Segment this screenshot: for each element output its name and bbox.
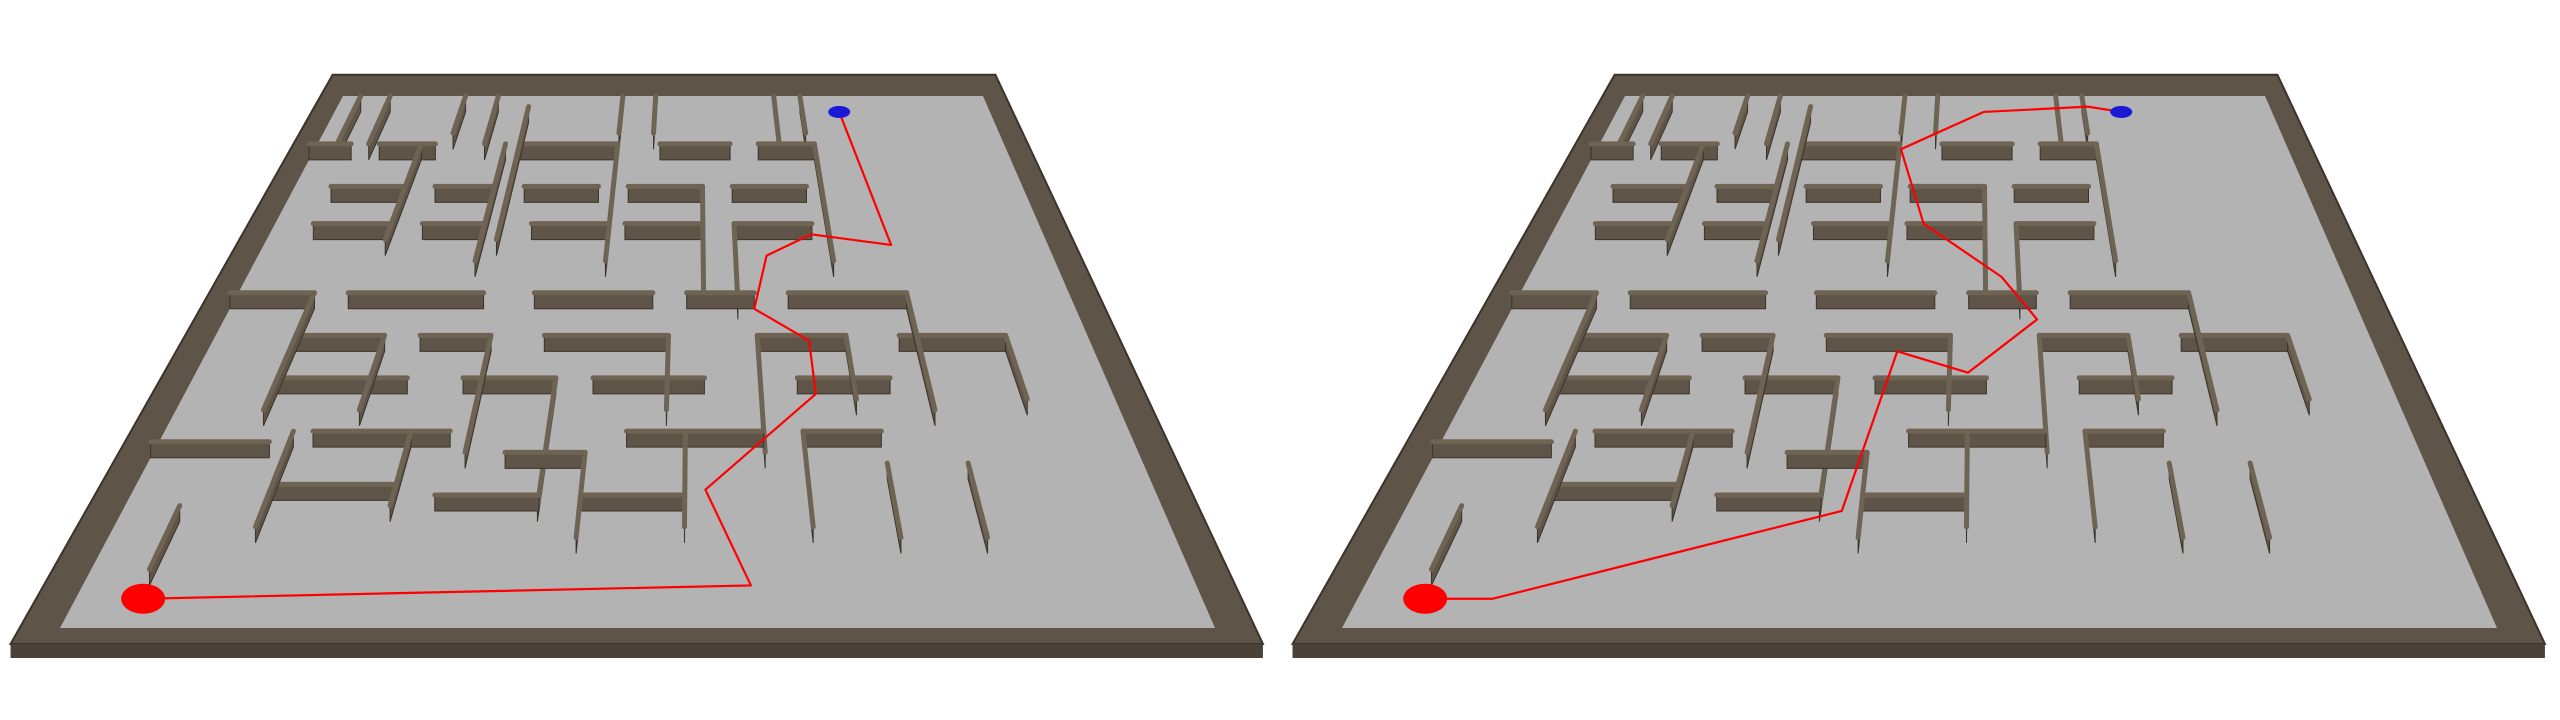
maze-wall-top: [1744, 332, 1776, 455]
maze-wall-top: [1638, 332, 1670, 413]
front-wall-face: [1292, 643, 2545, 658]
maze-board-right: [1290, 73, 2547, 658]
maze-wall-top: [1534, 428, 1578, 530]
solution-path: [1425, 105, 2122, 600]
maze-wall-top: [387, 428, 414, 509]
maze-wall-top: [1732, 93, 1751, 136]
maze-wall-top: [2079, 93, 2091, 136]
maze-wall-top: [1945, 332, 1954, 413]
start-point-icon: [1403, 583, 1448, 614]
solution-path: [143, 111, 893, 600]
maze-wall-top: [472, 141, 509, 264]
maze-wall-top: [2093, 141, 2119, 264]
goal-point-icon: [2110, 105, 2133, 118]
maze-wall-top: [1963, 428, 1970, 530]
maze-wall-top: [2053, 93, 2064, 147]
maze-board-left: [8, 73, 1265, 658]
maze-wall-top: [1616, 93, 1646, 147]
start-point-icon: [121, 583, 166, 614]
maze-wall-top: [771, 93, 782, 147]
front-wall-face: [10, 643, 1263, 658]
maze-wall-top: [811, 141, 837, 264]
maze-wall-top: [904, 290, 938, 413]
maze-wall-top: [1816, 375, 1841, 509]
maze-wall-top: [334, 93, 364, 147]
maze-wall-top: [1754, 141, 1791, 264]
maze-wall-top: [1898, 93, 1908, 136]
maze-wall-top: [481, 93, 501, 147]
maze-wall-top: [2082, 428, 2098, 530]
maze-wall-top: [1933, 93, 1941, 136]
maze-wall-top: [2186, 290, 2220, 413]
maze-wall-top: [2013, 221, 2023, 306]
maze-wall-top: [1981, 183, 1989, 296]
goal-point-icon: [828, 105, 851, 118]
maze-wall-top: [681, 428, 688, 530]
maze-wall-top: [534, 375, 559, 509]
maze-wall-top: [797, 93, 809, 136]
maze-wall-top: [2166, 460, 2186, 541]
maze-wall-top: [146, 503, 183, 572]
maze-wall-top: [699, 183, 707, 296]
maze-wall-top: [843, 332, 859, 402]
maze-wall-top: [731, 221, 741, 306]
maze-wall-top: [616, 93, 626, 136]
maze-wall-top: [1542, 290, 1599, 413]
maze-wall-top: [884, 460, 904, 541]
maze-wall-top: [366, 93, 393, 147]
maze-wall-top: [602, 141, 621, 264]
maze-wall-top: [663, 332, 672, 413]
maze-wall-top: [1775, 104, 1814, 243]
maze-wall-top: [573, 449, 588, 541]
maze-wall-top: [252, 428, 296, 530]
maze-wall-top: [1884, 141, 1903, 264]
maze-wall-top: [1428, 503, 1465, 572]
maze-wall-top: [1855, 449, 1870, 541]
maze-wall-top: [1669, 428, 1696, 509]
maze-wall-top: [1003, 332, 1030, 402]
maze-wall-top: [800, 428, 816, 530]
maze-wall-top: [1648, 93, 1675, 147]
maze-wall-top: [965, 460, 991, 541]
maze-wall-top: [462, 332, 494, 455]
maze-wall-top: [1763, 93, 1783, 147]
maze-wall-top: [2285, 332, 2312, 402]
maze-wall-top: [2247, 460, 2273, 541]
maze-wall-top: [493, 104, 532, 243]
maze-wall-top: [382, 141, 424, 243]
maze-wall-top: [356, 332, 388, 413]
maze-wall-top: [651, 93, 659, 136]
maze-wall-top: [260, 290, 317, 413]
maze-wall-top: [1664, 141, 1706, 243]
maze-wall-top: [2125, 332, 2141, 402]
maze-wall-top: [450, 93, 469, 136]
